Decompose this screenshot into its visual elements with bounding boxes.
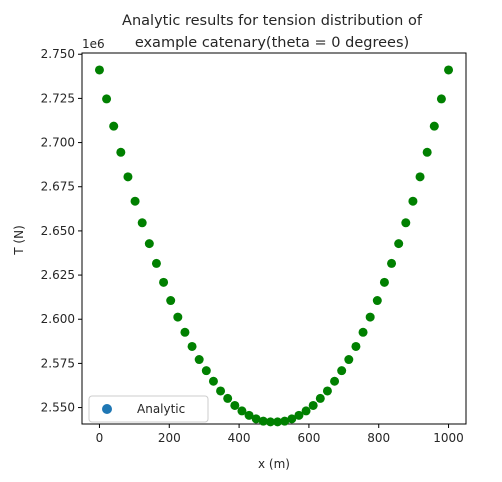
data-point <box>223 393 233 403</box>
chart-title-line-1: Analytic results for tension distributio… <box>122 13 423 29</box>
data-point <box>94 65 104 75</box>
data-point <box>436 94 446 104</box>
data-point <box>379 277 389 287</box>
data-point <box>130 196 140 206</box>
data-point <box>444 65 454 75</box>
y-tick-label: 2.750 <box>41 47 75 61</box>
legend-label: Analytic <box>137 402 185 416</box>
data-point <box>166 296 176 306</box>
data-point <box>422 147 432 157</box>
data-point <box>401 218 411 228</box>
legend-marker <box>102 404 112 414</box>
data-point <box>173 312 183 322</box>
data-point <box>358 327 368 337</box>
data-point <box>265 417 275 427</box>
data-point <box>194 355 204 365</box>
data-point <box>372 296 382 306</box>
data-point <box>102 94 112 104</box>
data-point <box>123 172 133 182</box>
data-point <box>251 414 261 424</box>
data-point <box>116 147 126 157</box>
legend: Analytic <box>88 395 209 423</box>
y-axis: 2.550 2.575 2.600 2.625 2.650 2.675 2.700 2.725… <box>41 47 82 415</box>
legend-frame <box>88 395 209 423</box>
data-point <box>408 196 418 206</box>
data-point <box>287 414 297 424</box>
data-point <box>337 366 347 376</box>
data-point <box>187 341 197 351</box>
y-tick-label: 2.725 <box>41 91 75 105</box>
y-tick-label: 2.625 <box>41 268 75 282</box>
chart-title-line-2: example catenary(theta = 0 degrees) <box>135 35 409 51</box>
data-point <box>208 376 218 386</box>
data-point <box>237 406 247 416</box>
analytic-series <box>94 65 454 427</box>
data-point <box>351 341 361 351</box>
data-point <box>201 366 211 376</box>
data-point <box>144 239 154 249</box>
y-axis-offset-label: 1e6 <box>82 37 105 51</box>
y-axis-label: T (N) <box>12 225 26 255</box>
y-tick-label: 2.600 <box>41 312 75 326</box>
data-point <box>301 406 311 416</box>
y-tick-label: 2.550 <box>41 401 75 415</box>
data-point <box>137 218 147 228</box>
x-axis: 0 200 400 600 800 1000 <box>96 424 464 445</box>
data-point <box>429 121 439 131</box>
plot-area <box>81 52 467 425</box>
x-tick-label: 400 <box>228 431 251 445</box>
x-tick-label: 0 <box>96 431 104 445</box>
data-point <box>322 386 332 396</box>
y-tick-label: 2.575 <box>41 356 75 370</box>
y-tick-label: 2.675 <box>41 180 75 194</box>
x-tick-label: 600 <box>297 431 320 445</box>
x-axis-label: x (m) <box>258 457 290 471</box>
data-point <box>387 258 397 268</box>
data-point <box>159 277 169 287</box>
x-tick-label: 1000 <box>433 431 464 445</box>
data-point <box>216 386 226 396</box>
data-point <box>258 416 268 426</box>
data-point <box>294 410 304 420</box>
data-point <box>394 239 404 249</box>
y-tick-label: 2.700 <box>41 136 75 150</box>
data-point <box>344 355 354 365</box>
data-point <box>244 410 254 420</box>
data-point <box>180 327 190 337</box>
data-point <box>273 417 283 427</box>
x-tick-label: 800 <box>367 431 390 445</box>
y-tick-label: 2.650 <box>41 224 75 238</box>
data-point <box>415 172 425 182</box>
data-point <box>280 416 290 426</box>
data-point <box>308 400 318 410</box>
data-point <box>365 312 375 322</box>
data-point <box>109 121 119 131</box>
data-point <box>315 393 325 403</box>
x-tick-label: 200 <box>158 431 181 445</box>
data-point <box>230 400 240 410</box>
data-point <box>330 376 340 386</box>
data-point <box>151 258 161 268</box>
